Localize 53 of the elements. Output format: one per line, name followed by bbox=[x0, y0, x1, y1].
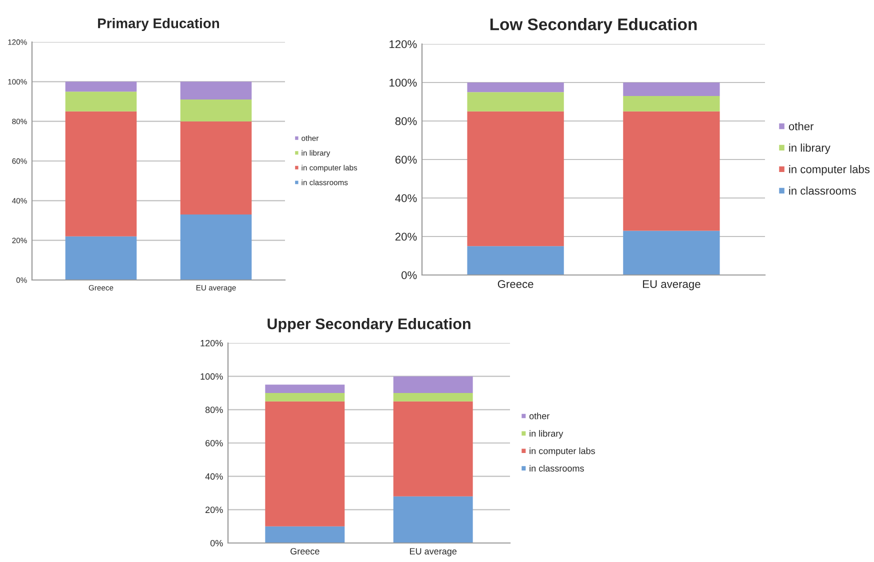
y-tick-label: 80% bbox=[205, 406, 223, 414]
legend-label: in classrooms bbox=[530, 464, 584, 472]
bar bbox=[393, 376, 473, 393]
legend-label: in computer labs bbox=[530, 448, 595, 456]
y-tick-label: 20% bbox=[206, 506, 223, 514]
x-tick-label: EU average bbox=[410, 548, 457, 556]
bar bbox=[65, 82, 137, 92]
legend-label: other bbox=[529, 412, 550, 420]
chart-title: Primary Education bbox=[98, 18, 220, 31]
legend-label: in computer labs bbox=[789, 165, 870, 176]
x-tick-label: EU average bbox=[643, 280, 700, 290]
bar bbox=[265, 526, 345, 543]
y-tick-label: 80% bbox=[395, 117, 417, 126]
y-tick-label: 120% bbox=[390, 40, 417, 48]
bar bbox=[623, 111, 720, 231]
y-tick-label: 0% bbox=[402, 271, 417, 280]
bar bbox=[467, 82, 564, 92]
bar bbox=[265, 393, 345, 402]
legend-label: other bbox=[788, 122, 814, 130]
bar bbox=[65, 111, 137, 236]
y-tick-label: 60% bbox=[206, 440, 223, 446]
bar bbox=[467, 111, 564, 246]
bar bbox=[467, 246, 564, 275]
bar bbox=[65, 236, 137, 280]
bar bbox=[180, 100, 252, 122]
bar bbox=[393, 496, 473, 543]
bar bbox=[393, 401, 473, 496]
y-tick-label: 120% bbox=[200, 340, 223, 346]
y-tick-label: 40% bbox=[395, 194, 417, 202]
chart-title: Low Secondary Education bbox=[490, 18, 697, 34]
legend-label: in library bbox=[789, 144, 830, 154]
y-tick-label: 40% bbox=[205, 473, 223, 480]
chart-title: Upper Secondary Education bbox=[268, 318, 470, 332]
bar bbox=[180, 214, 252, 280]
bar bbox=[65, 92, 137, 112]
bar bbox=[623, 230, 720, 275]
y-tick-label: 0% bbox=[210, 540, 223, 546]
legend-label: in library bbox=[530, 430, 564, 438]
bar bbox=[623, 96, 720, 112]
x-tick-label: Greece bbox=[290, 548, 320, 554]
y-tick-label: 20% bbox=[395, 232, 417, 241]
y-tick-label: 100% bbox=[390, 78, 417, 87]
bar bbox=[180, 82, 252, 100]
bar bbox=[467, 92, 564, 112]
bar bbox=[623, 82, 720, 96]
x-tick-label: Greece bbox=[498, 280, 534, 288]
y-tick-label: 100% bbox=[200, 373, 223, 380]
bar bbox=[393, 393, 473, 402]
bar bbox=[265, 384, 345, 393]
bar bbox=[180, 121, 252, 215]
bar bbox=[265, 401, 345, 526]
legend-label: in classrooms bbox=[789, 186, 856, 195]
y-tick-label: 60% bbox=[395, 156, 417, 164]
